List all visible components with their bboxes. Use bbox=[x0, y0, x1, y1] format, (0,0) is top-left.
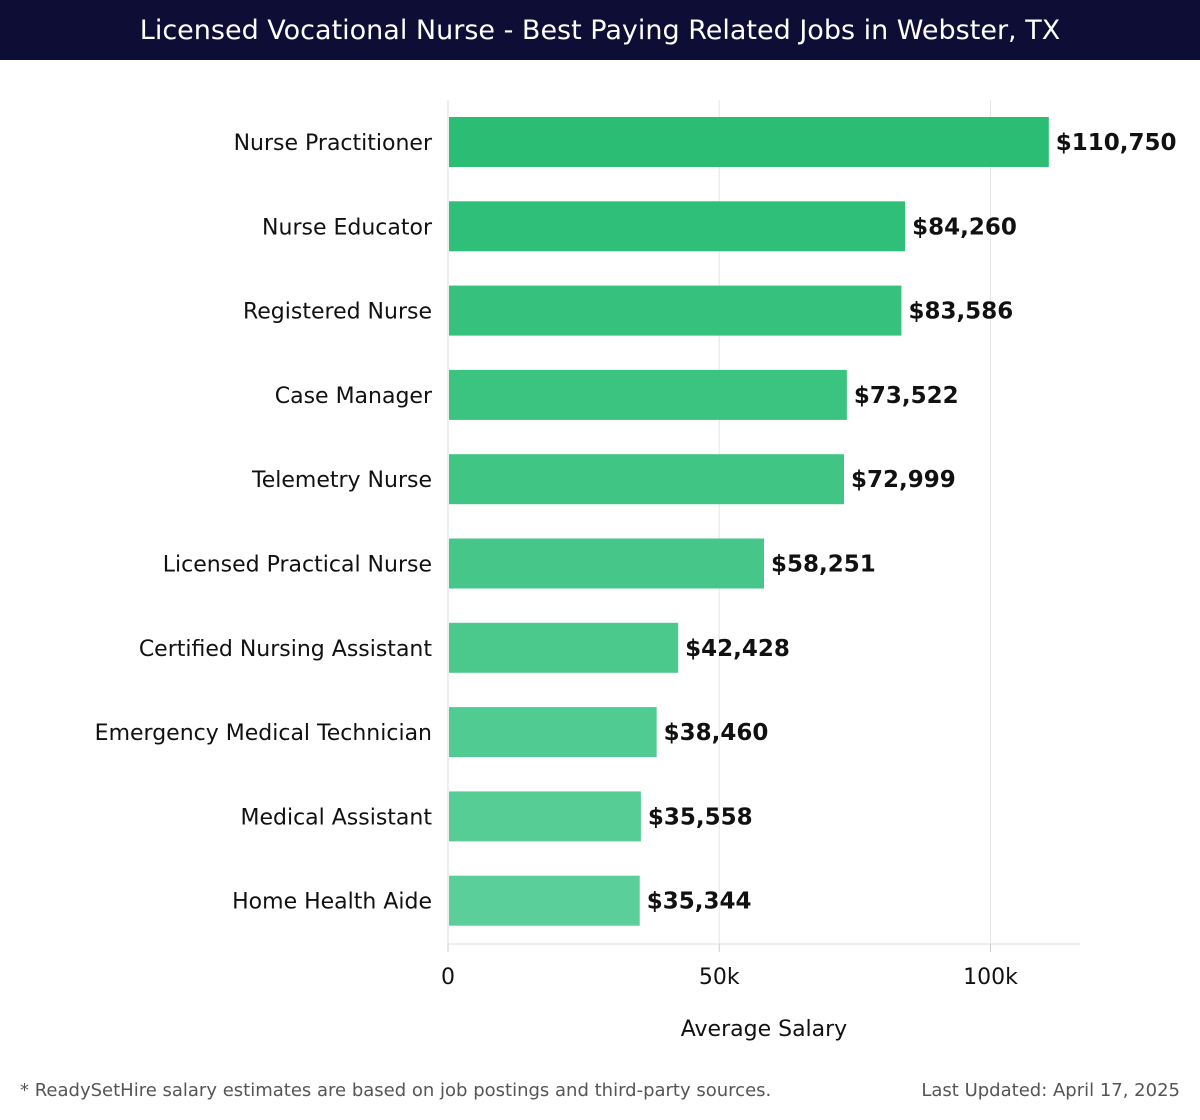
bar-layer bbox=[449, 117, 1049, 926]
value-label-1: $84,260 bbox=[912, 214, 1017, 240]
value-label-7: $38,460 bbox=[664, 720, 769, 746]
chart-title: Licensed Vocational Nurse - Best Paying … bbox=[139, 14, 1061, 46]
value-label-2: $83,586 bbox=[908, 299, 1013, 325]
bar-8 bbox=[449, 791, 641, 842]
category-label-1: Nurse Educator bbox=[262, 215, 433, 240]
value-label-9: $35,344 bbox=[647, 889, 752, 915]
bar-4 bbox=[449, 454, 845, 505]
bar-2 bbox=[449, 285, 902, 336]
salary-bar-chart: Nurse Practitioner $110,750 Nurse Educator… bbox=[95, 100, 1177, 1042]
value-label-6: $42,428 bbox=[685, 636, 790, 662]
category-label-0: Nurse Practitioner bbox=[234, 131, 433, 156]
bar-7 bbox=[449, 707, 657, 758]
category-label-9: Home Health Aide bbox=[232, 890, 432, 915]
footer-note: * ReadySetHire salary estimates are base… bbox=[20, 1080, 772, 1101]
category-label-2: Registered Nurse bbox=[243, 300, 432, 325]
x-tick-label-1: 50k bbox=[699, 965, 740, 990]
bar-5 bbox=[449, 538, 765, 589]
category-label-6: Certified Nursing Assistant bbox=[139, 637, 433, 662]
category-label-5: Licensed Practical Nurse bbox=[163, 553, 432, 578]
value-label-3: $73,522 bbox=[854, 383, 959, 409]
value-label-5: $58,251 bbox=[771, 552, 876, 578]
value-label-0: $110,750 bbox=[1056, 130, 1177, 156]
x-tick-label-0: 0 bbox=[441, 965, 455, 990]
value-label-4: $72,999 bbox=[851, 467, 956, 493]
footer-updated: Last Updated: April 17, 2025 bbox=[921, 1080, 1180, 1101]
x-axis-title: Average Salary bbox=[681, 1017, 847, 1042]
value-label-8: $35,558 bbox=[648, 804, 753, 830]
bar-6 bbox=[449, 622, 679, 673]
axis-layer: 0 50k 100k Average Salary bbox=[441, 100, 1080, 1042]
bar-3 bbox=[449, 369, 847, 420]
category-label-8: Medical Assistant bbox=[240, 805, 432, 830]
bar-9 bbox=[449, 875, 640, 926]
x-tick-label-2: 100k bbox=[963, 965, 1018, 990]
category-label-3: Case Manager bbox=[275, 384, 433, 409]
category-label-7: Emergency Medical Technician bbox=[95, 721, 432, 746]
bar-0 bbox=[449, 117, 1049, 167]
title-bar: Licensed Vocational Nurse - Best Paying … bbox=[0, 0, 1200, 60]
label-layer: Nurse Practitioner $110,750 Nurse Educator… bbox=[95, 130, 1177, 915]
category-label-4: Telemetry Nurse bbox=[251, 468, 432, 493]
bar-1 bbox=[449, 201, 906, 252]
